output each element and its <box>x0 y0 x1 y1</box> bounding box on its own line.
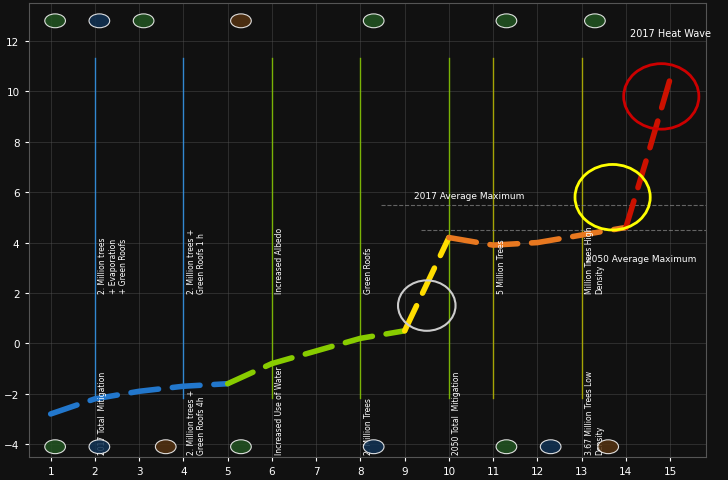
Ellipse shape <box>585 15 605 29</box>
Text: Increased Use of Water: Increased Use of Water <box>275 366 285 455</box>
Ellipse shape <box>540 440 561 454</box>
Ellipse shape <box>155 440 176 454</box>
Ellipse shape <box>133 15 154 29</box>
Text: 2. Million Trees: 2. Million Trees <box>364 397 373 455</box>
Text: 3.67 Million Trees Low
Density: 3.67 Million Trees Low Density <box>585 371 604 455</box>
Text: 2. Million trees +
Green Roofs 4h: 2. Million trees + Green Roofs 4h <box>187 389 206 455</box>
Text: 2017 Total  Mitigation: 2017 Total Mitigation <box>98 371 108 455</box>
Ellipse shape <box>363 15 384 29</box>
Ellipse shape <box>45 15 66 29</box>
Ellipse shape <box>231 440 251 454</box>
Text: 5 Million Trees: 5 Million Trees <box>496 239 506 293</box>
Ellipse shape <box>598 440 619 454</box>
Ellipse shape <box>496 440 517 454</box>
Text: 2050 Average Maximum: 2050 Average Maximum <box>586 254 697 263</box>
Text: 2. Million trees
+ Evaporation
+ Green Roofs: 2. Million trees + Evaporation + Green R… <box>98 237 128 293</box>
Ellipse shape <box>363 440 384 454</box>
Ellipse shape <box>89 440 110 454</box>
Ellipse shape <box>89 15 110 29</box>
Text: 2017 Average Maximum: 2017 Average Maximum <box>414 192 524 200</box>
Ellipse shape <box>231 15 251 29</box>
Text: Million Trees High
Density: Million Trees High Density <box>585 226 604 293</box>
Text: 2. Million trees +
Green Roofs 1 h: 2. Million trees + Green Roofs 1 h <box>187 228 206 293</box>
Text: Increased Albedo: Increased Albedo <box>275 228 285 293</box>
Text: Green Roofs: Green Roofs <box>364 247 373 293</box>
Ellipse shape <box>496 15 517 29</box>
Ellipse shape <box>45 440 66 454</box>
Text: 2017 Heat Wave: 2017 Heat Wave <box>630 29 711 39</box>
Text: 2050 Total  Mitigation: 2050 Total Mitigation <box>452 371 462 455</box>
